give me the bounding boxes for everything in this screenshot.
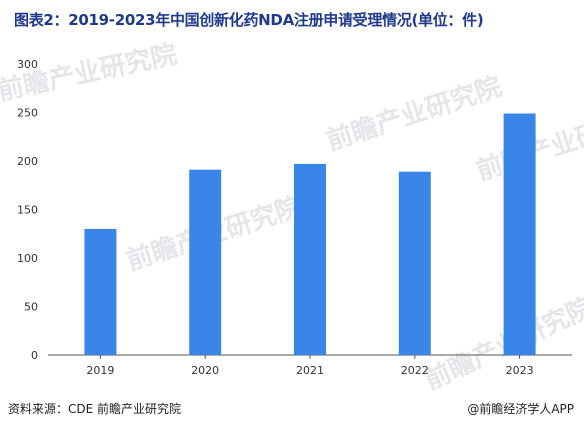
bar-2019 [84,228,117,355]
y-tick-label: 150 [17,204,38,217]
y-tick-label: 250 [17,107,38,120]
bar-2023 [503,113,536,355]
y-tick-label: 300 [17,58,38,71]
bar-chart: 前瞻产业研究院前瞻产业研究院前瞻产业研究院前瞻产业研究院前瞻产业研究院 0501… [0,39,584,397]
x-tick-label: 2021 [296,364,324,377]
bar-2022 [398,171,431,355]
y-tick-label: 50 [24,301,38,314]
y-axis: 0 50 100 150 200 250 300 [17,58,38,362]
y-tick-label: 200 [17,155,38,168]
source-note: 资料来源：CDE 前瞻产业研究院 [8,402,182,416]
chart-title: 图表2：2019-2023年中国创新化药NDA注册申请受理情况(单位：件) [14,11,484,29]
x-tick-label: 2020 [191,364,219,377]
credit-note: @前瞻经济学人APP [467,402,574,416]
x-tick-label: 2019 [86,364,114,377]
x-tick-label: 2022 [401,364,429,377]
bar-2021 [294,163,326,355]
bars [84,113,536,355]
y-tick-label: 100 [17,252,38,265]
x-axis: 2019 2020 2021 2022 2023 [86,355,534,377]
x-tick-label: 2023 [506,364,534,377]
y-tick-label: 0 [31,349,38,362]
bar-2020 [189,169,222,355]
watermark-text: 前瞻产业研究院 [323,71,506,157]
watermark-text: 前瞻产业研究院 [420,291,584,396]
watermark-text: 前瞻产业研究院 [0,39,179,107]
